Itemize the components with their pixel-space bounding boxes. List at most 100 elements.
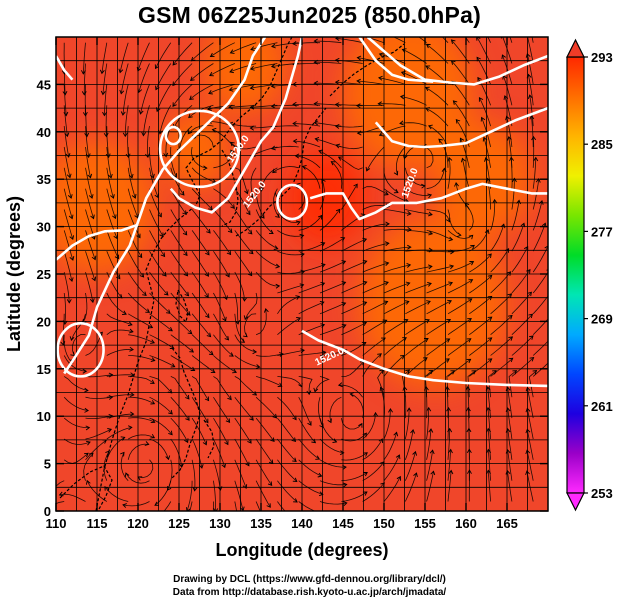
streamline <box>298 376 313 395</box>
streamline <box>319 281 346 294</box>
streamline <box>426 44 449 64</box>
streamline <box>234 376 257 396</box>
streamline <box>447 470 452 502</box>
streamline-arrowhead <box>292 138 298 144</box>
streamline <box>138 63 150 93</box>
streamline-arrowhead <box>192 486 198 492</box>
streamline <box>392 37 406 44</box>
streamline-arrowhead <box>248 249 254 255</box>
streamline <box>341 361 365 377</box>
streamline <box>191 42 214 62</box>
streamline-arrowhead <box>295 220 301 226</box>
streamline-arrowhead <box>230 141 235 147</box>
streamline <box>191 209 211 234</box>
streamline <box>511 200 520 231</box>
streamline <box>319 480 347 486</box>
streamline <box>149 376 172 394</box>
streamline <box>85 126 90 158</box>
streamline-arrowhead <box>144 441 150 446</box>
streamline-arrowhead <box>120 451 125 457</box>
streamline <box>366 146 385 171</box>
colorbar-min-triangle <box>566 492 585 512</box>
streamline <box>447 338 472 356</box>
streamline-arrowhead <box>150 379 155 384</box>
streamline-arrowhead <box>247 229 253 235</box>
colorbar-tick-label: 277 <box>591 224 613 239</box>
streamline-arrowhead <box>279 352 284 357</box>
streamline <box>329 396 342 423</box>
streamline <box>532 340 548 356</box>
streamline <box>298 397 312 426</box>
streamline <box>507 408 513 440</box>
streamline-arrowhead <box>270 437 275 443</box>
streamline <box>405 188 432 196</box>
streamline <box>532 362 548 377</box>
streamline <box>63 376 88 391</box>
streamline <box>341 322 367 336</box>
streamline-arrowhead <box>229 49 235 54</box>
streamline-arrowhead <box>213 508 219 511</box>
streamline <box>192 134 214 148</box>
streamline-arrowhead <box>228 86 234 92</box>
streamline-arrowhead <box>266 503 271 508</box>
streamline <box>532 200 543 231</box>
streamline-arrowhead <box>292 477 298 483</box>
streamline-arrowhead <box>119 89 125 95</box>
streamline-arrowhead <box>399 120 404 126</box>
streamline <box>191 376 209 401</box>
streamline-arrowhead <box>66 299 72 304</box>
streamline-arrowhead <box>141 131 147 137</box>
streamline-arrowhead <box>205 313 210 319</box>
streamline <box>189 84 214 100</box>
streamline-arrowhead <box>429 449 435 455</box>
streamline-arrowhead <box>148 323 154 329</box>
coastline-borneo <box>59 465 113 511</box>
streamline <box>426 168 445 190</box>
streamline-arrowhead <box>249 193 255 199</box>
streamline <box>191 188 213 210</box>
streamline <box>467 370 476 398</box>
streamline <box>526 429 534 460</box>
streamline-arrowhead <box>465 406 471 412</box>
streamline-arrowhead <box>128 328 134 334</box>
streamline <box>127 188 139 218</box>
streamline-arrowhead <box>142 291 147 296</box>
x-tick-label: 120 <box>127 516 149 531</box>
streamline-arrowhead <box>249 416 254 421</box>
streamline-arrowhead <box>170 363 176 368</box>
streamline <box>234 480 244 511</box>
streamline <box>234 209 253 235</box>
streamline-arrowhead <box>267 481 273 486</box>
streamline <box>383 319 408 336</box>
streamline <box>447 157 451 189</box>
streamline-arrowhead <box>455 119 461 124</box>
streamline-arrowhead <box>531 135 537 141</box>
streamline-arrowhead <box>245 461 250 467</box>
streamline-arrowhead <box>349 392 355 397</box>
streamline-arrowhead <box>168 409 173 415</box>
colorbar-tick-label: 261 <box>591 399 613 414</box>
streamline-arrowhead <box>321 178 326 184</box>
streamline <box>487 449 491 481</box>
streamline-arrowhead <box>166 309 171 314</box>
streamline <box>140 84 150 114</box>
streamline <box>234 271 245 301</box>
streamline-arrowhead <box>255 364 261 370</box>
streamline <box>426 319 451 336</box>
streamline <box>511 291 532 315</box>
contour-line <box>366 37 548 86</box>
streamline-arrowhead <box>320 242 326 247</box>
streamline <box>191 271 209 298</box>
streamline-arrowhead <box>319 423 324 429</box>
streamline-arrowhead <box>190 366 196 371</box>
streamline-arrowhead <box>317 472 323 478</box>
streamline <box>191 396 209 423</box>
streamline-arrowhead <box>293 498 298 503</box>
streamline <box>149 292 171 314</box>
streamline-arrowhead <box>395 454 401 460</box>
streamline-arrowhead <box>487 295 493 301</box>
streamline <box>255 459 273 486</box>
streamline <box>292 63 320 65</box>
streamline-arrowhead <box>85 479 91 485</box>
